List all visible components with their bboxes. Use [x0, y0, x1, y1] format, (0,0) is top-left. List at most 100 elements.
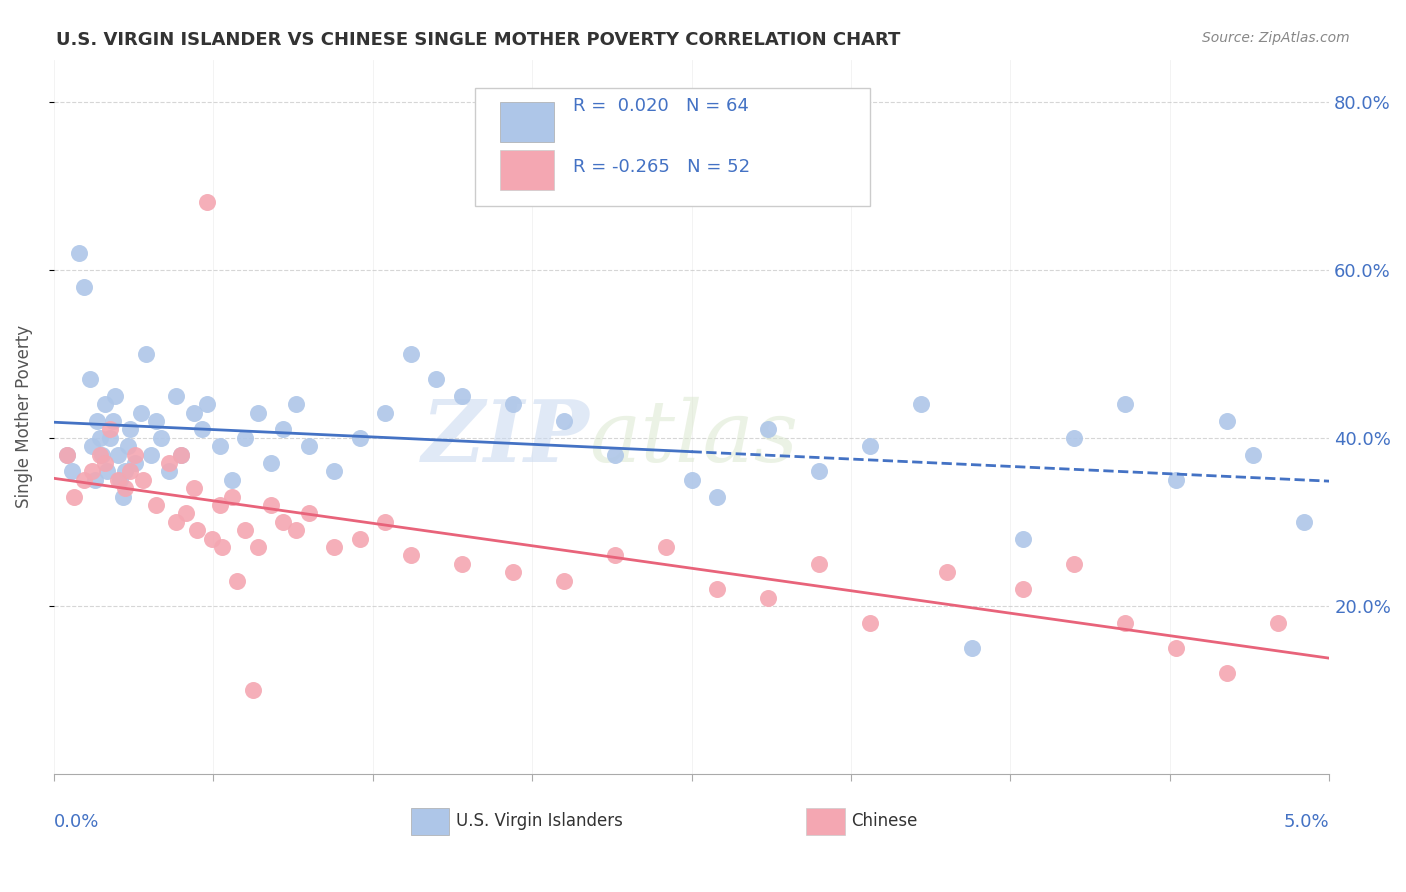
Point: [273, 515, 295, 529]
Point: [96, 465, 118, 479]
Point: [859, 615, 882, 630]
Point: [221, 473, 243, 487]
Text: ZIP: ZIP: [422, 396, 589, 480]
Point: [323, 465, 346, 479]
Point: [502, 566, 524, 580]
Point: [139, 448, 162, 462]
Point: [681, 473, 703, 487]
Point: [1216, 666, 1239, 681]
Point: [101, 414, 124, 428]
Point: [1063, 557, 1085, 571]
Point: [349, 431, 371, 445]
Point: [808, 557, 831, 571]
Point: [73, 279, 96, 293]
Point: [165, 515, 187, 529]
Point: [706, 490, 728, 504]
Point: [1166, 473, 1188, 487]
Point: [260, 498, 283, 512]
Point: [808, 465, 831, 479]
Point: [82, 465, 104, 479]
Point: [120, 465, 142, 479]
Point: [655, 540, 678, 554]
Point: [1267, 615, 1289, 630]
Text: Source: ZipAtlas.com: Source: ZipAtlas.com: [1202, 31, 1350, 45]
Point: [451, 557, 474, 571]
Point: [114, 465, 136, 479]
Point: [104, 389, 127, 403]
Point: [124, 448, 146, 462]
Point: [323, 540, 346, 554]
Point: [108, 473, 131, 487]
Text: U.S. Virgin Islanders: U.S. Virgin Islanders: [456, 813, 623, 830]
Y-axis label: Single Mother Poverty: Single Mother Poverty: [15, 326, 32, 508]
Point: [960, 640, 983, 655]
Point: [111, 490, 134, 504]
Point: [79, 372, 101, 386]
Point: [1114, 397, 1136, 411]
Point: [935, 566, 957, 580]
Point: [186, 523, 208, 537]
Point: [1166, 640, 1188, 655]
Point: [285, 397, 308, 411]
Point: [94, 397, 117, 411]
Point: [374, 406, 396, 420]
Point: [98, 422, 121, 436]
Point: [399, 347, 422, 361]
Text: U.S. VIRGIN ISLANDER VS CHINESE SINGLE MOTHER POVERTY CORRELATION CHART: U.S. VIRGIN ISLANDER VS CHINESE SINGLE M…: [56, 31, 901, 49]
Point: [82, 439, 104, 453]
Point: [706, 582, 728, 596]
Text: 0.0%: 0.0%: [53, 814, 100, 831]
Point: [176, 507, 198, 521]
Point: [756, 422, 779, 436]
Text: atlas: atlas: [589, 397, 799, 480]
Point: [221, 490, 243, 504]
Point: [157, 456, 180, 470]
Point: [1063, 431, 1085, 445]
Point: [374, 515, 396, 529]
Point: [553, 574, 575, 588]
Point: [208, 498, 231, 512]
Point: [553, 414, 575, 428]
Point: [603, 549, 626, 563]
Point: [910, 397, 932, 411]
Point: [195, 397, 218, 411]
Point: [502, 397, 524, 411]
Point: [63, 490, 86, 504]
Point: [273, 422, 295, 436]
FancyBboxPatch shape: [475, 88, 870, 206]
Point: [55, 448, 77, 462]
Point: [242, 683, 264, 698]
Point: [425, 372, 447, 386]
Point: [233, 523, 256, 537]
Bar: [501, 151, 554, 190]
Bar: [806, 807, 845, 835]
Point: [226, 574, 249, 588]
Point: [89, 431, 111, 445]
Text: 5.0%: 5.0%: [1284, 814, 1329, 831]
Point: [165, 389, 187, 403]
Point: [124, 456, 146, 470]
Point: [298, 439, 321, 453]
Point: [1216, 414, 1239, 428]
Point: [149, 431, 172, 445]
Point: [157, 465, 180, 479]
Point: [233, 431, 256, 445]
Point: [83, 473, 105, 487]
Point: [114, 481, 136, 495]
Point: [89, 448, 111, 462]
Point: [86, 414, 108, 428]
Point: [55, 448, 77, 462]
Point: [170, 448, 193, 462]
Point: [73, 473, 96, 487]
Point: [129, 406, 152, 420]
Point: [246, 406, 269, 420]
Point: [94, 456, 117, 470]
Point: [145, 498, 167, 512]
Point: [135, 347, 157, 361]
Point: [98, 431, 121, 445]
Point: [211, 540, 233, 554]
Point: [170, 448, 193, 462]
Point: [208, 439, 231, 453]
Point: [603, 448, 626, 462]
Point: [1292, 515, 1315, 529]
